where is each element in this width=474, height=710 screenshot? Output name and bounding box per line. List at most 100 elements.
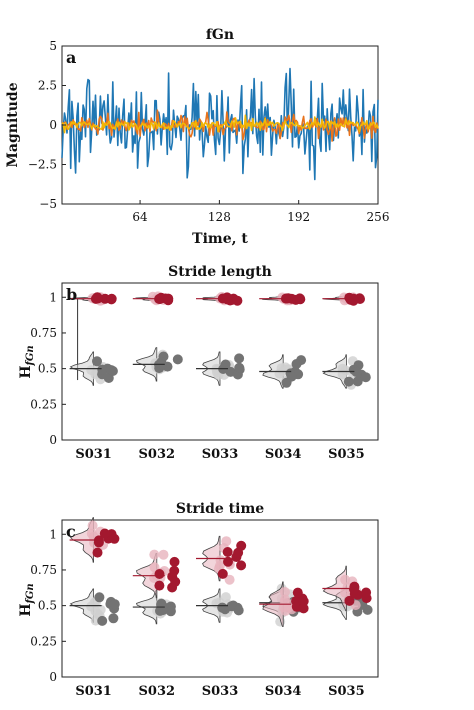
panel-b-frame [61, 282, 379, 441]
point-red [233, 547, 244, 558]
point-red [99, 528, 110, 539]
point-light-red [224, 574, 235, 585]
panel-b-label: b [66, 285, 77, 304]
category-label: S032 [139, 447, 176, 462]
ytick-label: 0 [49, 433, 57, 447]
category-label: S031 [75, 684, 112, 699]
point-light-gray [274, 368, 285, 379]
category-label: S035 [328, 447, 365, 462]
point-gray [156, 599, 167, 610]
point-red [169, 565, 180, 576]
point-gray [234, 362, 245, 373]
category-label: S033 [202, 447, 239, 462]
xtick-label: 256 [367, 210, 390, 224]
ytick-label: 0.75 [30, 326, 57, 340]
point-gray [233, 605, 244, 616]
point-gray [360, 372, 371, 383]
point-light-red [221, 536, 232, 547]
panel-c-frame [61, 519, 379, 678]
point-red [232, 295, 243, 306]
point-red [109, 533, 120, 544]
point-red [217, 568, 228, 579]
point-gray [220, 359, 231, 370]
point-red [298, 603, 309, 614]
category-label: S032 [139, 684, 176, 699]
ytick-label: 0.75 [30, 563, 57, 577]
point-red [92, 547, 103, 558]
series-line-3 [61, 114, 379, 134]
panel-c-yticks: 1 0.75 0.5 0.25 0 [30, 527, 66, 684]
ytick-label: 0.25 [30, 634, 57, 648]
point-red [348, 295, 359, 306]
panel-b-marks [69, 291, 371, 390]
panel-c-xticks: S031 S032 S033 S034 S035 [75, 684, 364, 699]
point-gray [97, 615, 108, 626]
point-red [223, 556, 233, 567]
panel-b-title: Stride length [168, 264, 272, 280]
xtick-label: 128 [208, 210, 231, 224]
point-gray [108, 613, 119, 624]
ytick-label: 0.5 [38, 362, 57, 376]
point-red [163, 293, 174, 304]
point-red [222, 547, 233, 557]
point-gray [92, 356, 102, 367]
panel-a-yticks: 5 2.5 0 −2.5 −5 [28, 39, 66, 211]
panel-c-label: c [66, 522, 76, 541]
category-label: S033 [202, 684, 239, 699]
ytick-label: 0.5 [38, 599, 57, 613]
point-red [154, 580, 165, 591]
point-light-gray [95, 604, 106, 615]
panel-a-label: a [66, 48, 76, 67]
point-gray [109, 599, 120, 610]
ytick-label: 1 [49, 290, 57, 304]
point-red [236, 560, 247, 571]
point-red [344, 595, 355, 606]
point-red [106, 293, 117, 304]
xtick-label: 192 [287, 210, 310, 224]
point-gray [165, 606, 176, 617]
ytick-label: −2.5 [28, 158, 57, 172]
point-gray [217, 602, 228, 613]
point-light-red [340, 574, 351, 585]
point-light-red [280, 587, 290, 597]
point-red [298, 596, 309, 607]
point-gray [291, 359, 302, 369]
series-line-1 [61, 67, 379, 181]
ytick-label: 1 [49, 527, 57, 541]
point-gray [343, 376, 354, 387]
point-red [349, 584, 359, 595]
point-light-red [279, 597, 290, 608]
category-label: S034 [265, 447, 302, 462]
panel-a: fGn a 5 2.5 0 −2.5 −5 64 128 192 256 Time, t Ma… [5, 27, 389, 247]
panel-a-xlabel: Time, t [192, 231, 248, 247]
point-red [361, 587, 372, 598]
point-gray [351, 367, 362, 377]
category-label: S035 [328, 684, 365, 699]
panel-a-series [61, 67, 379, 181]
ytick-label: 5 [49, 39, 57, 53]
panel-c-ylabel: HfGn [18, 583, 36, 616]
point-red [292, 587, 303, 598]
point-gray [234, 353, 245, 364]
point-light-red [87, 520, 98, 531]
panel-a-ylabel: Magnitude [5, 82, 21, 167]
category-label: S034 [265, 684, 302, 699]
point-red [294, 293, 305, 304]
category-label: S031 [75, 447, 112, 462]
point-red [169, 556, 180, 567]
point-gray [172, 354, 183, 365]
panel-a-xticks: 64 128 192 256 [132, 200, 389, 224]
point-gray [97, 364, 108, 375]
panel-b: Stride length b 1 0.75 0.5 0.25 0 S031 S032 S0… [18, 264, 379, 462]
ytick-label: 0 [49, 118, 57, 132]
xtick-label: 64 [132, 210, 148, 224]
ytick-label: 0.25 [30, 397, 57, 411]
panel-c-marks [69, 517, 373, 627]
point-red [154, 569, 165, 579]
point-light-red [214, 560, 225, 571]
point-light-red [158, 549, 169, 560]
panel-c: Stride time c 1 0.75 0.5 0.25 0 S031 S032 S033… [18, 501, 379, 699]
panel-a-title: fGn [206, 27, 234, 43]
ytick-label: 2.5 [38, 79, 57, 93]
